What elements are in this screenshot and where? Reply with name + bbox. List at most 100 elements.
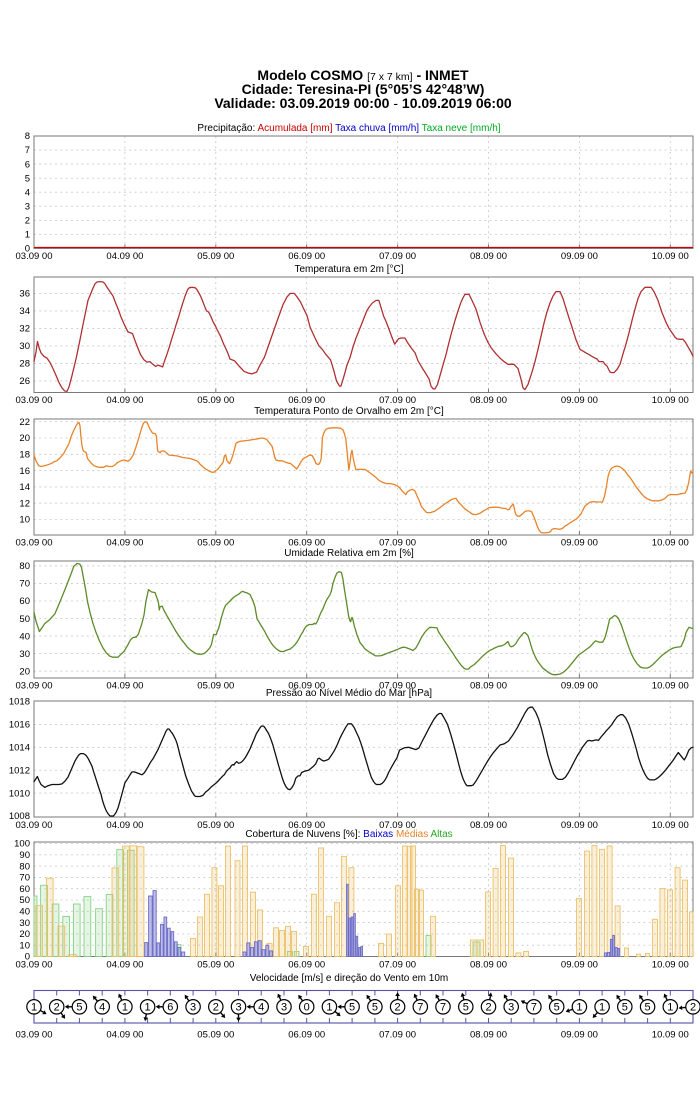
svg-text:1: 1 <box>667 1002 673 1014</box>
svg-text:14: 14 <box>19 482 30 493</box>
svg-text:2: 2 <box>54 1002 60 1014</box>
svg-text:04.09 00: 04.09 00 <box>106 538 143 549</box>
svg-text:Pressão ao Nível Médio do Mar: Pressão ao Nível Médio do Mar [hPa] <box>266 688 432 699</box>
svg-text:03.09 00: 03.09 00 <box>16 820 53 831</box>
svg-text:10.09 00: 10.09 00 <box>652 681 689 692</box>
svg-text:08.09 00: 08.09 00 <box>470 960 507 971</box>
svg-text:0: 0 <box>304 1002 310 1014</box>
svg-text:03.09 00: 03.09 00 <box>16 960 53 971</box>
svg-text:30: 30 <box>19 918 30 929</box>
svg-text:Temperatura Ponto de Orvalho e: Temperatura Ponto de Orvalho em 2m [°C] <box>254 406 444 417</box>
svg-text:07.09 00: 07.09 00 <box>379 960 416 971</box>
svg-text:6: 6 <box>25 159 30 170</box>
svg-text:09.09 00: 09.09 00 <box>561 820 598 831</box>
svg-text:1018: 1018 <box>9 697 30 708</box>
svg-text:08.09 00: 08.09 00 <box>470 538 507 549</box>
svg-text:Temperatura em 2m [°C]: Temperatura em 2m [°C] <box>294 264 403 275</box>
svg-text:Validade: 03.09.2019 00:00 - 1: Validade: 03.09.2019 00:00 - 10.09.2019 … <box>214 95 512 111</box>
svg-text:16: 16 <box>19 466 30 477</box>
svg-text:5: 5 <box>349 1002 355 1014</box>
svg-text:06.09 00: 06.09 00 <box>288 1030 325 1041</box>
svg-text:09.09 00: 09.09 00 <box>561 538 598 549</box>
svg-text:90: 90 <box>19 850 30 861</box>
svg-text:100: 100 <box>14 839 30 850</box>
svg-text:08.09 00: 08.09 00 <box>470 820 507 831</box>
svg-text:04.09 00: 04.09 00 <box>106 681 143 692</box>
svg-text:1: 1 <box>145 1002 151 1014</box>
svg-text:7: 7 <box>440 1002 446 1014</box>
svg-text:6: 6 <box>167 1002 173 1014</box>
svg-text:03.09 00: 03.09 00 <box>16 538 53 549</box>
svg-text:1: 1 <box>122 1002 128 1014</box>
svg-text:06.09 00: 06.09 00 <box>288 538 325 549</box>
svg-text:04.09 00: 04.09 00 <box>106 251 143 262</box>
svg-text:2: 2 <box>485 1002 491 1014</box>
svg-text:4: 4 <box>99 1002 105 1014</box>
svg-text:4: 4 <box>25 187 30 198</box>
svg-text:10: 10 <box>19 940 30 951</box>
svg-text:28: 28 <box>19 359 30 370</box>
svg-text:1012: 1012 <box>9 765 30 776</box>
svg-text:10.09 00: 10.09 00 <box>652 1030 689 1041</box>
svg-text:04.09 00: 04.09 00 <box>106 1030 143 1041</box>
svg-text:12: 12 <box>19 498 30 509</box>
svg-text:10.09 00: 10.09 00 <box>652 538 689 549</box>
svg-text:09.09 00: 09.09 00 <box>561 1030 598 1041</box>
svg-text:10: 10 <box>19 515 30 526</box>
svg-text:05.09 00: 05.09 00 <box>197 960 234 971</box>
svg-text:32: 32 <box>19 324 30 335</box>
svg-text:Cobertura de Nuvens [%]: Baixa: Cobertura de Nuvens [%]: Baixas Médias A… <box>245 829 452 840</box>
svg-text:09.09 00: 09.09 00 <box>561 960 598 971</box>
svg-text:5: 5 <box>645 1002 651 1014</box>
svg-text:04.09 00: 04.09 00 <box>106 960 143 971</box>
svg-text:09.09 00: 09.09 00 <box>561 251 598 262</box>
svg-text:07.09 00: 07.09 00 <box>379 1030 416 1041</box>
svg-text:05.09 00: 05.09 00 <box>197 251 234 262</box>
svg-text:05.09 00: 05.09 00 <box>197 820 234 831</box>
svg-text:30: 30 <box>19 649 30 660</box>
svg-text:06.09 00: 06.09 00 <box>288 960 325 971</box>
svg-text:20: 20 <box>19 929 30 940</box>
svg-text:Precipitação: Acumulada [mm] T: Precipitação: Acumulada [mm] Taxa chuva … <box>197 123 500 134</box>
svg-text:7: 7 <box>531 1002 537 1014</box>
svg-text:1: 1 <box>576 1002 582 1014</box>
svg-text:1: 1 <box>31 1002 37 1014</box>
svg-text:10.09 00: 10.09 00 <box>652 820 689 831</box>
svg-text:10.09 00: 10.09 00 <box>652 395 689 406</box>
svg-text:03.09 00: 03.09 00 <box>16 251 53 262</box>
svg-text:22: 22 <box>19 417 30 428</box>
svg-text:8: 8 <box>25 131 30 142</box>
svg-text:04.09 00: 04.09 00 <box>106 820 143 831</box>
svg-text:3: 3 <box>281 1002 287 1014</box>
svg-text:70: 70 <box>19 873 30 884</box>
svg-text:09.09 00: 09.09 00 <box>561 681 598 692</box>
svg-text:06.09 00: 06.09 00 <box>288 395 325 406</box>
svg-text:60: 60 <box>19 596 30 607</box>
svg-text:08.09 00: 08.09 00 <box>470 395 507 406</box>
svg-text:5: 5 <box>372 1002 378 1014</box>
svg-text:07.09 00: 07.09 00 <box>379 395 416 406</box>
svg-text:1016: 1016 <box>9 720 30 731</box>
svg-text:40: 40 <box>19 907 30 918</box>
svg-text:18: 18 <box>19 450 30 461</box>
svg-text:05.09 00: 05.09 00 <box>197 1030 234 1041</box>
svg-text:05.09 00: 05.09 00 <box>197 538 234 549</box>
svg-text:3: 3 <box>190 1002 196 1014</box>
svg-text:5: 5 <box>25 173 30 184</box>
svg-text:20: 20 <box>19 666 30 677</box>
svg-text:50: 50 <box>19 614 30 625</box>
svg-text:80: 80 <box>19 861 30 872</box>
svg-text:34: 34 <box>19 306 30 317</box>
svg-text:07.09 00: 07.09 00 <box>379 538 416 549</box>
svg-text:10.09 00: 10.09 00 <box>652 251 689 262</box>
svg-text:20: 20 <box>19 433 30 444</box>
svg-text:05.09 00: 05.09 00 <box>197 395 234 406</box>
svg-text:08.09 00: 08.09 00 <box>470 251 507 262</box>
svg-text:40: 40 <box>19 631 30 642</box>
svg-text:03.09 00: 03.09 00 <box>16 395 53 406</box>
svg-text:03.09 00: 03.09 00 <box>16 681 53 692</box>
svg-text:2: 2 <box>213 1002 219 1014</box>
svg-text:08.09 00: 08.09 00 <box>470 681 507 692</box>
svg-text:80: 80 <box>19 561 30 572</box>
svg-text:50: 50 <box>19 895 30 906</box>
